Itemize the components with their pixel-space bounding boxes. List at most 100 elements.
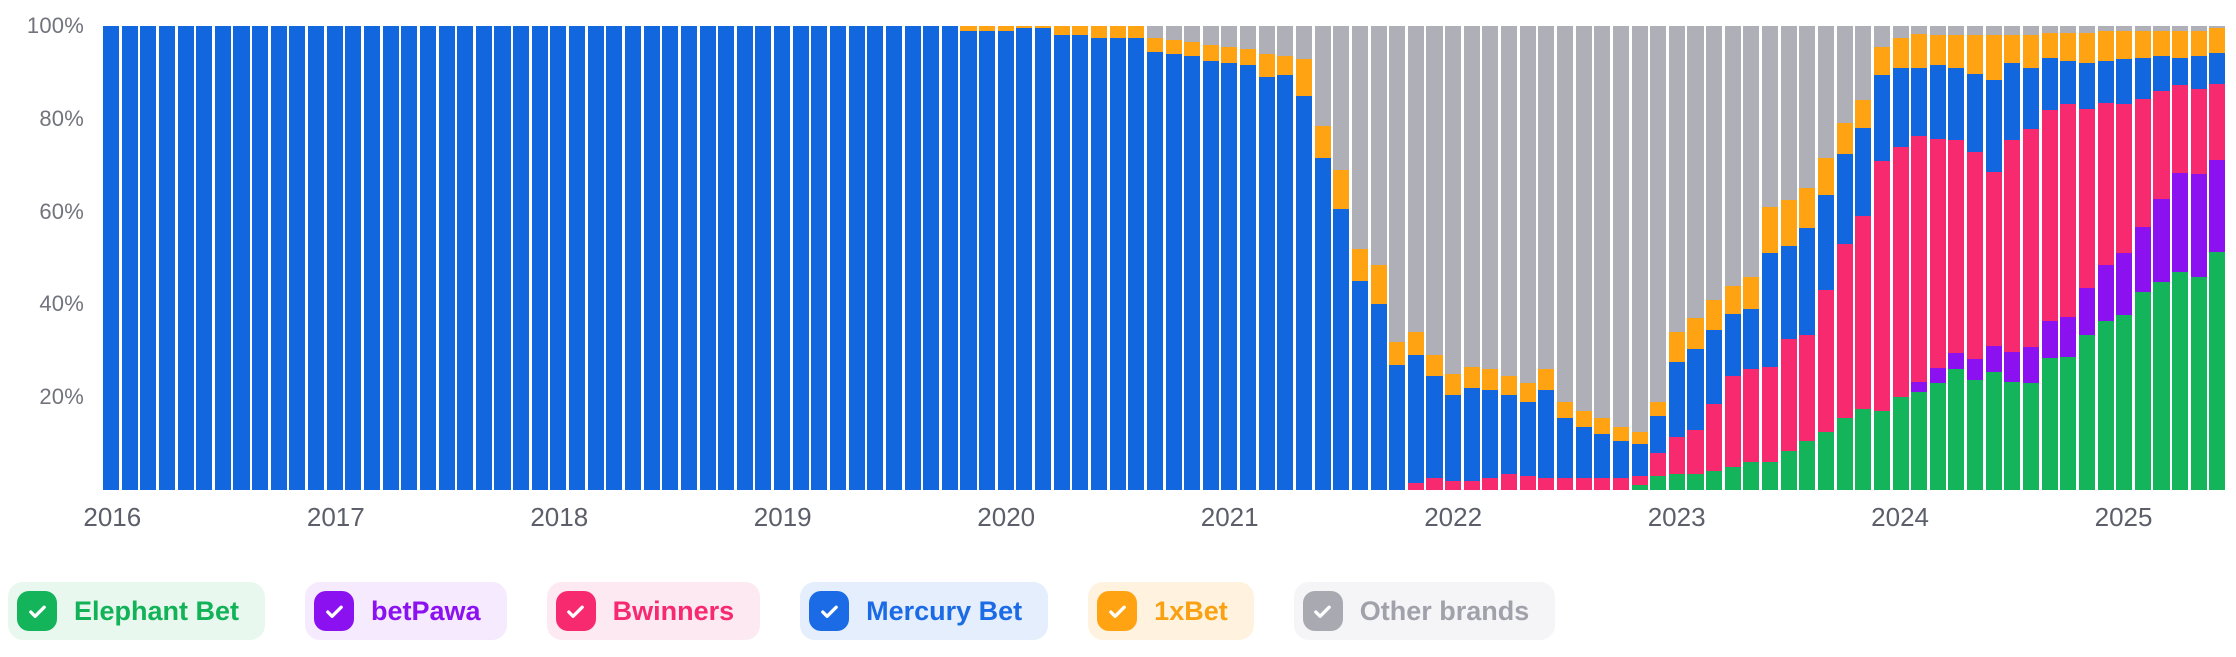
bar-segment[interactable]	[2060, 33, 2077, 61]
bar-2018-12[interactable]	[755, 26, 772, 490]
bar-segment[interactable]	[1873, 46, 1890, 75]
bar-segment[interactable]	[513, 26, 530, 490]
bar-segment[interactable]	[1985, 80, 2002, 172]
bar-segment[interactable]	[2190, 30, 2207, 57]
bar-segment[interactable]	[1911, 33, 1928, 68]
bar-2023-04[interactable]	[1724, 26, 1741, 490]
bar-segment[interactable]	[1407, 332, 1424, 356]
bar-segment[interactable]	[1109, 26, 1126, 38]
bar-segment[interactable]	[1612, 478, 1629, 490]
bar-segment[interactable]	[885, 26, 902, 490]
bar-2022-03[interactable]	[1482, 26, 1499, 490]
bar-segment[interactable]	[2209, 83, 2226, 160]
bar-segment[interactable]	[1240, 49, 1257, 66]
bar-2016-11[interactable]	[289, 26, 306, 490]
bar-segment[interactable]	[2078, 334, 2095, 490]
bar-segment[interactable]	[2078, 62, 2095, 110]
bar-segment[interactable]	[2004, 26, 2021, 36]
bar-2024-08[interactable]	[2022, 26, 2040, 490]
bar-segment[interactable]	[475, 26, 492, 490]
bar-segment[interactable]	[1184, 56, 1201, 490]
bar-segment[interactable]	[1426, 26, 1443, 356]
bar-segment[interactable]	[1035, 26, 1052, 29]
bar-2022-06[interactable]	[1538, 26, 1555, 490]
bar-segment[interactable]	[103, 26, 120, 490]
bar-segment[interactable]	[774, 26, 791, 490]
bar-2023-07[interactable]	[1780, 26, 1797, 490]
bar-segment[interactable]	[1817, 195, 1834, 291]
bar-segment[interactable]	[1296, 58, 1313, 96]
bar-2020-07[interactable]	[1109, 26, 1126, 490]
bar-segment[interactable]	[1165, 53, 1182, 490]
bar-segment[interactable]	[1482, 26, 1499, 370]
bar-2016-07[interactable]	[214, 26, 231, 490]
bar-segment[interactable]	[1724, 376, 1741, 467]
bar-segment[interactable]	[1929, 35, 1946, 66]
bar-segment[interactable]	[1724, 26, 1741, 286]
bar-segment[interactable]	[1426, 376, 1443, 479]
bar-2019-02[interactable]	[792, 26, 809, 490]
bar-segment[interactable]	[1668, 332, 1685, 363]
bar-segment[interactable]	[1836, 123, 1853, 154]
bar-segment[interactable]	[1501, 26, 1518, 377]
bar-2018-03[interactable]	[587, 26, 604, 490]
bar-2021-11[interactable]	[1407, 26, 1424, 490]
bar-2019-11[interactable]	[960, 26, 977, 490]
bar-segment[interactable]	[1929, 382, 1946, 490]
bar-segment[interactable]	[1277, 26, 1294, 57]
bar-2016-08[interactable]	[233, 26, 250, 490]
bar-segment[interactable]	[1351, 26, 1368, 249]
bar-segment[interactable]	[2041, 26, 2058, 34]
bar-segment[interactable]	[2041, 110, 2058, 321]
bar-segment[interactable]	[2190, 56, 2207, 89]
bar-2019-07[interactable]	[885, 26, 902, 490]
bar-segment[interactable]	[624, 26, 641, 490]
bar-segment[interactable]	[1817, 290, 1834, 432]
bar-segment[interactable]	[1482, 478, 1499, 490]
bar-2022-08[interactable]	[1575, 26, 1592, 490]
bar-segment[interactable]	[1072, 26, 1089, 36]
bar-2025-05[interactable]	[2190, 26, 2207, 490]
bar-segment[interactable]	[1650, 476, 1667, 490]
bar-2019-03[interactable]	[811, 26, 828, 490]
bar-segment[interactable]	[2078, 109, 2095, 288]
bar-segment[interactable]	[2116, 58, 2133, 104]
bar-2022-02[interactable]	[1463, 26, 1480, 490]
bar-segment[interactable]	[923, 26, 940, 490]
bar-segment[interactable]	[1762, 367, 1779, 463]
bar-2018-08[interactable]	[680, 26, 697, 490]
bar-segment[interactable]	[736, 26, 753, 490]
bar-segment[interactable]	[1855, 128, 1872, 217]
bar-segment[interactable]	[1519, 383, 1536, 402]
bar-2018-01[interactable]	[550, 26, 567, 490]
bar-segment[interactable]	[1892, 26, 1909, 38]
bar-segment[interactable]	[1687, 26, 1704, 319]
bar-segment[interactable]	[2078, 26, 2095, 33]
checkbox-checked-icon[interactable]	[1097, 591, 1138, 631]
bar-segment[interactable]	[2004, 35, 2021, 64]
bar-segment[interactable]	[2153, 30, 2170, 56]
bar-segment[interactable]	[1146, 26, 1163, 38]
bar-segment[interactable]	[1277, 74, 1294, 490]
bar-segment[interactable]	[1240, 26, 1257, 50]
checkbox-checked-icon[interactable]	[17, 591, 57, 631]
bar-2020-12[interactable]	[1202, 26, 1219, 490]
bar-segment[interactable]	[1258, 53, 1275, 78]
bar-segment[interactable]	[531, 26, 548, 490]
bar-segment[interactable]	[1948, 35, 1965, 68]
bar-segment[interactable]	[1929, 138, 1946, 368]
bar-segment[interactable]	[1687, 318, 1704, 349]
bar-2020-11[interactable]	[1184, 26, 1201, 490]
bar-2024-10[interactable]	[2060, 26, 2077, 490]
bar-segment[interactable]	[2172, 85, 2189, 174]
bar-segment[interactable]	[1519, 26, 1536, 384]
bar-2023-11[interactable]	[1855, 26, 1872, 490]
bar-segment[interactable]	[1929, 367, 1946, 383]
bar-segment[interactable]	[1389, 341, 1406, 365]
bar-segment[interactable]	[1165, 26, 1182, 40]
bar-segment[interactable]	[2190, 276, 2207, 490]
bar-segment[interactable]	[2209, 159, 2226, 253]
bar-segment[interactable]	[1296, 95, 1313, 490]
bar-2024-05[interactable]	[1967, 26, 1984, 490]
bar-segment[interactable]	[1668, 362, 1685, 437]
